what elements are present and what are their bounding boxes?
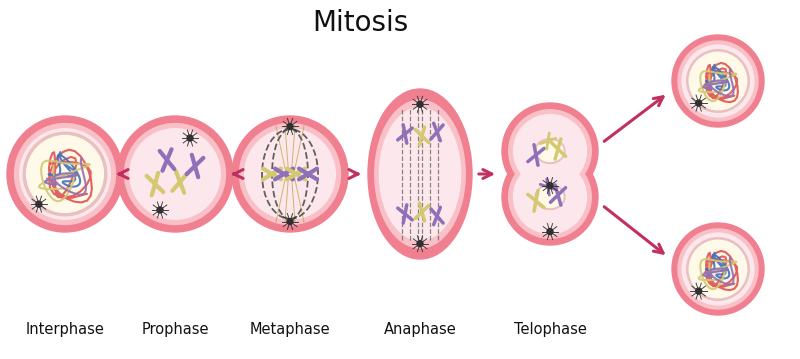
Circle shape bbox=[690, 240, 746, 298]
Ellipse shape bbox=[678, 41, 758, 121]
Ellipse shape bbox=[682, 45, 754, 117]
Ellipse shape bbox=[379, 108, 461, 240]
Ellipse shape bbox=[14, 123, 115, 224]
Text: Anaphase: Anaphase bbox=[384, 322, 456, 337]
Ellipse shape bbox=[672, 35, 764, 127]
Ellipse shape bbox=[509, 110, 591, 192]
Ellipse shape bbox=[535, 139, 565, 163]
Ellipse shape bbox=[502, 149, 598, 245]
Circle shape bbox=[417, 241, 423, 247]
Circle shape bbox=[547, 229, 553, 234]
Ellipse shape bbox=[374, 100, 466, 248]
Circle shape bbox=[686, 238, 750, 300]
Ellipse shape bbox=[509, 156, 591, 238]
Text: Mitosis: Mitosis bbox=[312, 9, 408, 37]
Ellipse shape bbox=[245, 129, 335, 219]
Ellipse shape bbox=[368, 89, 472, 259]
Ellipse shape bbox=[537, 186, 563, 208]
Ellipse shape bbox=[682, 233, 754, 305]
Circle shape bbox=[187, 135, 193, 141]
Circle shape bbox=[696, 100, 702, 106]
Ellipse shape bbox=[117, 116, 233, 232]
Ellipse shape bbox=[514, 160, 586, 233]
Circle shape bbox=[287, 219, 293, 225]
Circle shape bbox=[686, 50, 750, 112]
Circle shape bbox=[417, 101, 423, 107]
Ellipse shape bbox=[232, 116, 348, 232]
Ellipse shape bbox=[20, 129, 110, 219]
Text: Telophase: Telophase bbox=[514, 322, 586, 337]
Ellipse shape bbox=[537, 140, 563, 162]
Circle shape bbox=[157, 207, 163, 213]
Circle shape bbox=[547, 183, 553, 188]
Ellipse shape bbox=[239, 123, 341, 224]
Text: Prophase: Prophase bbox=[142, 322, 209, 337]
Ellipse shape bbox=[125, 123, 226, 224]
Ellipse shape bbox=[535, 185, 565, 210]
Ellipse shape bbox=[678, 229, 758, 309]
Circle shape bbox=[26, 136, 103, 213]
Ellipse shape bbox=[672, 223, 764, 315]
Circle shape bbox=[690, 52, 746, 110]
Circle shape bbox=[287, 123, 293, 130]
Ellipse shape bbox=[514, 115, 586, 187]
Circle shape bbox=[696, 288, 702, 294]
Circle shape bbox=[23, 132, 106, 216]
Ellipse shape bbox=[502, 103, 598, 199]
Ellipse shape bbox=[7, 116, 123, 232]
Circle shape bbox=[36, 201, 42, 207]
Ellipse shape bbox=[130, 129, 220, 219]
Text: Metaphase: Metaphase bbox=[250, 322, 330, 337]
Text: Interphase: Interphase bbox=[26, 322, 105, 337]
